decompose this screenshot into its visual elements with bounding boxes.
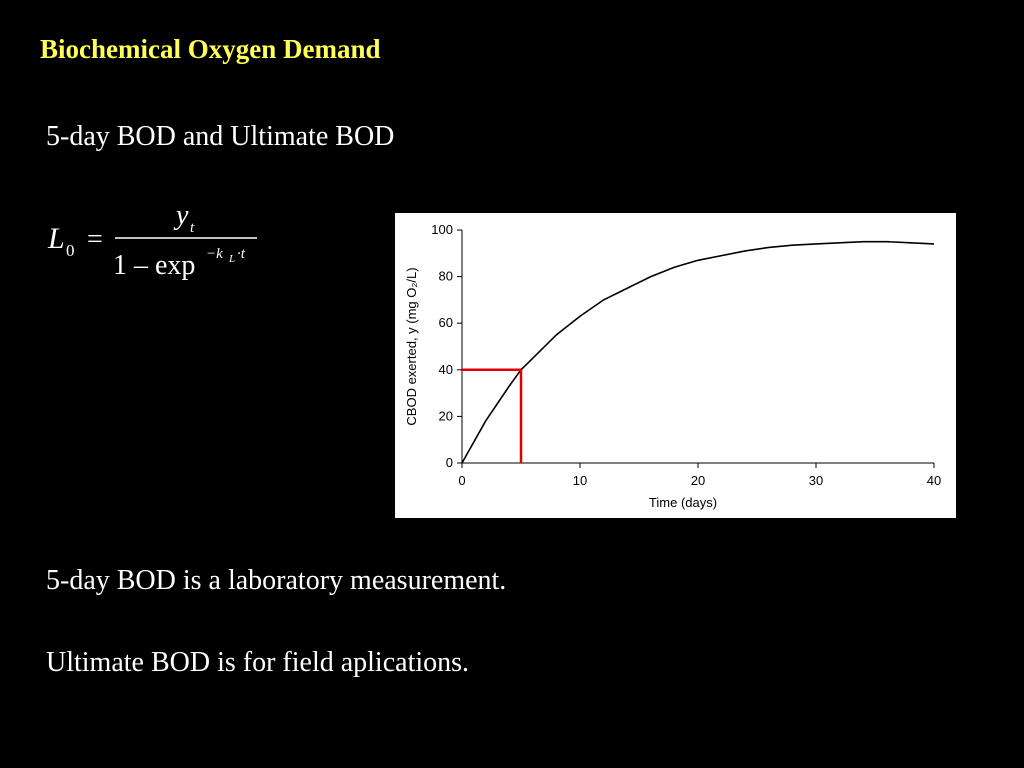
- eq-equals: =: [87, 224, 103, 255]
- y-tick-label: 100: [431, 222, 453, 237]
- y-axis-label: CBOD exerted, y (mg O₂/L): [404, 267, 419, 425]
- y-tick-label: 60: [439, 315, 453, 330]
- y-tick-label: 40: [439, 362, 453, 377]
- x-tick-label: 20: [691, 473, 705, 488]
- eq-numerator-sub: t: [190, 220, 195, 236]
- x-tick-label: 40: [927, 473, 941, 488]
- eq-lhs: L: [47, 222, 65, 255]
- chart: 0 20 40 60 80 100 0 10 20 30 40 Time (days) CBOD exe…: [404, 222, 941, 510]
- eq-numerator: y: [173, 200, 189, 231]
- eq-exponent-sub: L: [228, 253, 235, 265]
- data-line: [461, 240, 935, 464]
- y-tick-label: 0: [446, 455, 453, 470]
- equation: L 0 = y t 1 – exp −k L ·t: [47, 200, 257, 281]
- eq-exponent: −k: [206, 246, 223, 262]
- y-tick-label: 80: [439, 269, 453, 284]
- chart-background: [395, 213, 956, 518]
- x-axis-label: Time (days): [649, 495, 717, 510]
- slide-title: Biochemical Oxygen Demand: [40, 34, 380, 64]
- subtitle: 5-day BOD and Ultimate BOD: [46, 121, 394, 152]
- y-tick-label: 20: [439, 408, 453, 423]
- x-tick-label: 10: [573, 473, 587, 488]
- x-tick-label: 0: [458, 473, 465, 488]
- eq-denominator: 1 – exp: [113, 250, 195, 281]
- eq-exponent-rest: ·t: [237, 246, 246, 262]
- eq-lhs-sub: 0: [66, 241, 75, 260]
- note: 5-day BOD is a laboratory measurement.: [46, 565, 506, 596]
- note: Ultimate BOD is for field aplications.: [46, 647, 469, 678]
- x-tick-label: 30: [809, 473, 823, 488]
